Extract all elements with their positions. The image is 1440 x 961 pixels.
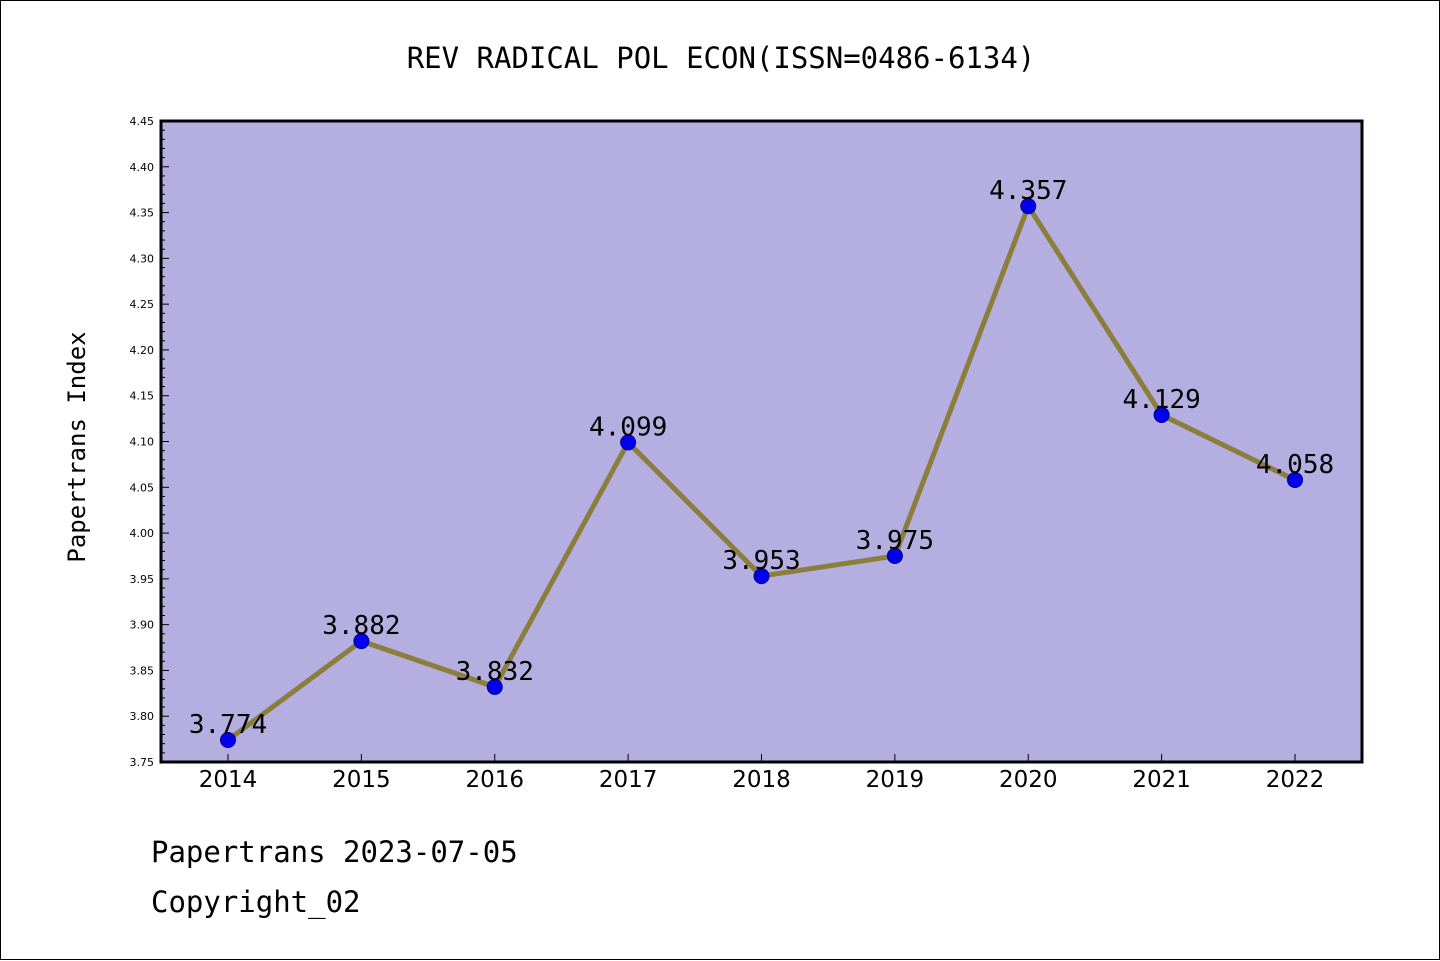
x-tick-label: 2016 <box>465 767 524 793</box>
y-tick-label: 3.95 <box>130 573 155 586</box>
y-tick-label: 4.00 <box>130 527 155 540</box>
chart-title: REV RADICAL POL ECON(ISSN=0486-6134) <box>407 41 1036 75</box>
y-tick-label: 4.20 <box>130 344 155 357</box>
data-label: 3.832 <box>456 657 534 687</box>
series-layer <box>220 198 1303 749</box>
y-tick-label: 4.45 <box>130 115 155 128</box>
y-tick-label: 4.40 <box>130 161 155 174</box>
footer-copyright: Copyright_02 <box>151 885 361 919</box>
plot-area <box>161 121 1362 762</box>
data-label: 3.975 <box>856 526 934 556</box>
data-label: 4.357 <box>989 176 1067 206</box>
data-label: 4.099 <box>589 412 667 442</box>
data-point <box>886 547 903 564</box>
plot-border <box>159 119 1364 764</box>
y-tick-label: 4.05 <box>130 481 155 494</box>
data-point <box>353 633 370 650</box>
data-point <box>220 732 236 749</box>
y-tick-label: 3.85 <box>130 664 155 677</box>
x-tick-label: 2014 <box>199 767 258 793</box>
x-tick-label: 2022 <box>1266 767 1325 793</box>
data-label: 3.774 <box>189 710 267 740</box>
x-tick-label: 2015 <box>332 767 391 793</box>
x-tick-label: 2020 <box>999 767 1058 793</box>
y-tick-label: 4.35 <box>130 207 155 220</box>
data-point <box>486 678 503 695</box>
x-tick-label: 2021 <box>1132 767 1191 793</box>
x-axis-ticks: 2014 2015 2016 2017 2018 2019 2020 2021 2022 <box>199 754 1325 793</box>
y-tick-label: 4.10 <box>130 436 155 449</box>
y-tick-label: 4.30 <box>130 252 155 265</box>
data-point <box>1287 471 1303 488</box>
x-tick-label: 2019 <box>866 767 925 793</box>
data-labels: 3.774 3.882 3.832 4.099 3.953 3.975 4.357 4.129… <box>189 176 1334 740</box>
y-tick-label: 4.15 <box>130 390 155 403</box>
data-label: 3.953 <box>722 546 800 576</box>
footer-date: Papertrans 2023-07-05 <box>151 835 518 869</box>
data-point <box>620 434 637 451</box>
y-tick-label: 3.80 <box>130 710 155 723</box>
x-tick-label: 2017 <box>599 767 658 793</box>
data-point <box>753 568 770 585</box>
y-tick-label: 3.90 <box>130 619 155 632</box>
data-label: 3.882 <box>322 611 400 641</box>
data-label: 4.129 <box>1122 385 1200 415</box>
y-tick-label: 4.25 <box>130 298 155 311</box>
data-point <box>1153 406 1170 423</box>
y-tick-label: 3.75 <box>130 756 155 769</box>
y-axis-label: Papertrans Index <box>63 331 91 562</box>
x-tick-label: 2018 <box>732 767 791 793</box>
data-label: 4.058 <box>1256 450 1334 480</box>
data-point <box>1020 198 1037 215</box>
